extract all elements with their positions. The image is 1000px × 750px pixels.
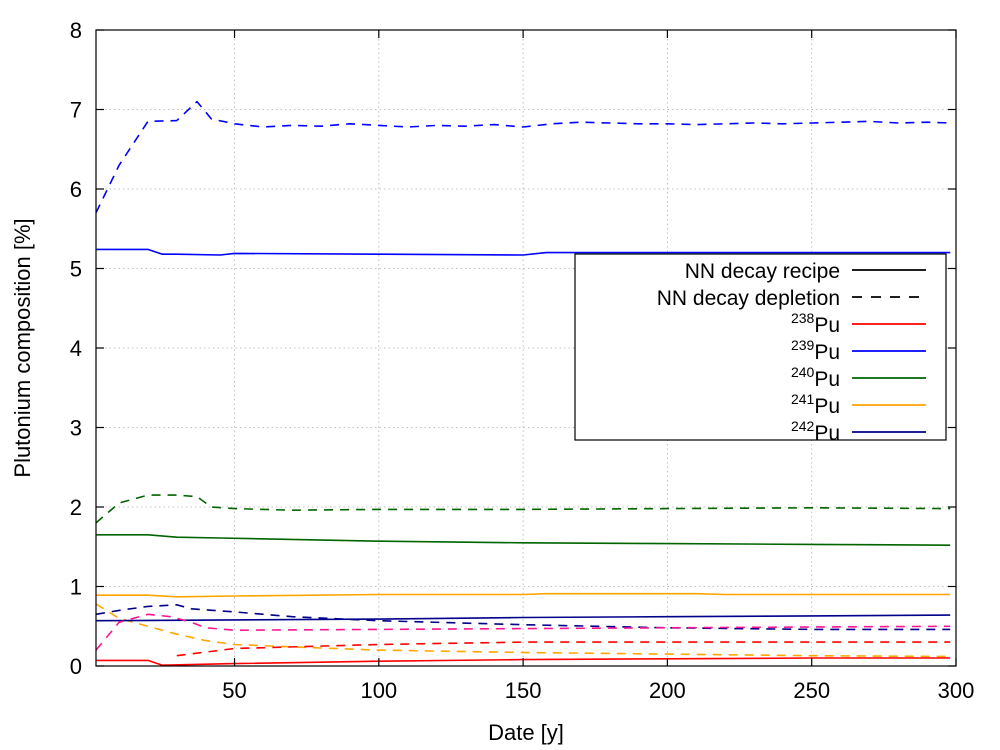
y-tick-label: 2 xyxy=(70,495,82,520)
x-tick-label: 100 xyxy=(360,678,397,703)
y-tick-label: 5 xyxy=(70,257,82,282)
series-239-recipe-line xyxy=(96,248,951,256)
legend-mass-number: 238 xyxy=(791,310,815,326)
series-238-depletion-line xyxy=(176,641,951,657)
axis-ticks: 0 1 2 3 4 5 6 7 8 50 100 150 200 250 300 xyxy=(70,18,975,703)
plot-series xyxy=(95,100,951,667)
x-tick-label: 300 xyxy=(938,678,975,703)
legend-label: 239Pu xyxy=(791,337,840,364)
legend-label: 238Pu xyxy=(791,310,840,337)
legend-element-symbol: Pu xyxy=(814,368,840,391)
legend-label: NN decay depletion xyxy=(657,287,840,310)
x-tick-label: 150 xyxy=(505,678,542,703)
y-axis-label: Plutonium composition [%] xyxy=(10,218,35,477)
series-240-depletion-line xyxy=(95,494,951,524)
y-tick-label: 8 xyxy=(70,18,82,43)
y-tick-label: 0 xyxy=(70,654,82,679)
y-tick-label: 3 xyxy=(70,416,82,441)
y-tick-label: 7 xyxy=(70,98,82,123)
legend-label: 240Pu xyxy=(791,364,840,391)
legend-element-symbol: Pu xyxy=(814,314,840,337)
legend-element-symbol: Pu xyxy=(814,341,840,364)
series-240-recipe-line xyxy=(96,533,951,546)
legend-element-symbol: Pu xyxy=(814,422,840,445)
legend-mass-number: 239 xyxy=(791,337,815,353)
series-241-depletion-line xyxy=(95,603,951,658)
x-tick-label: 50 xyxy=(222,678,246,703)
series-extra-depletion-line xyxy=(95,613,951,651)
x-tick-label: 200 xyxy=(649,678,686,703)
x-axis-label: Date [y] xyxy=(488,720,564,745)
legend-mass-number: 240 xyxy=(791,364,815,380)
y-tick-label: 4 xyxy=(70,336,82,361)
x-tick-label: 250 xyxy=(793,678,830,703)
legend-box xyxy=(574,253,947,441)
legend-mass-number: 241 xyxy=(791,391,815,407)
legend-label: NN decay recipe xyxy=(685,260,840,283)
series-242-recipe-line xyxy=(95,614,951,622)
series-239-depletion-line xyxy=(95,100,951,214)
legend-mass-number: 242 xyxy=(791,418,815,434)
legend-label: 241Pu xyxy=(791,391,840,418)
y-tick-label: 6 xyxy=(70,177,82,202)
legend-label: 242Pu xyxy=(791,418,840,445)
legend-element-symbol: Pu xyxy=(814,395,840,418)
y-tick-label: 1 xyxy=(70,575,82,600)
series-241-recipe-line xyxy=(96,592,951,598)
